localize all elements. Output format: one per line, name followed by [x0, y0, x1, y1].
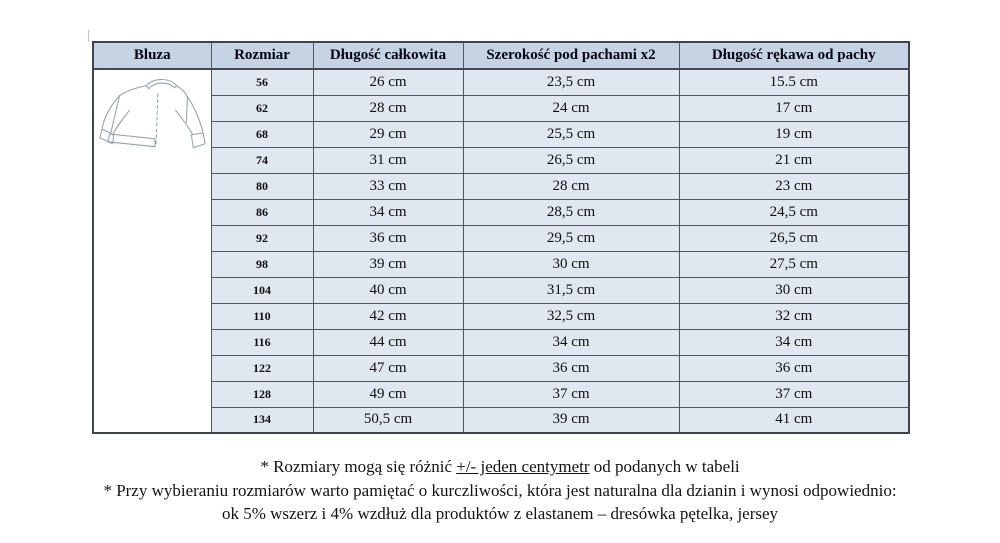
total-length-cell: 29 cm [312, 120, 464, 148]
total-length-cell: 49 cm [312, 380, 464, 408]
table-row: 86 34 cm 28,5 cm 24,5 cm [93, 198, 910, 226]
product-image-cell [92, 68, 212, 434]
footnote-line-1: * Rozmiary mogą się różnić +/- jeden cen… [0, 455, 1000, 479]
size-cell: 122 [210, 354, 314, 382]
size-cell: 104 [210, 276, 314, 304]
underarm-width-cell: 31,5 cm [462, 276, 680, 304]
sleeve-length-cell: 32 cm [678, 302, 910, 330]
total-length-cell: 26 cm [312, 68, 464, 96]
underarm-width-cell: 25,5 cm [462, 120, 680, 148]
underarm-width-cell: 32,5 cm [462, 302, 680, 330]
table-row: 116 44 cm 34 cm 34 cm [93, 328, 910, 356]
header-underarm-width: Szerokość pod pachami x2 [462, 41, 680, 70]
underarm-width-cell: 29,5 cm [462, 224, 680, 252]
table-row: 122 47 cm 36 cm 36 cm [93, 354, 910, 382]
underarm-width-cell: 36 cm [462, 354, 680, 382]
size-cell: 98 [210, 250, 314, 278]
size-cell: 110 [210, 302, 314, 330]
underarm-width-cell: 26,5 cm [462, 146, 680, 174]
footnotes: * Rozmiary mogą się różnić +/- jeden cen… [0, 455, 1000, 526]
size-cell: 86 [210, 198, 314, 226]
sleeve-length-cell: 36 cm [678, 354, 910, 382]
footnote-1-underlined: +/- jeden centymetr [456, 457, 590, 476]
underarm-width-cell: 30 cm [462, 250, 680, 278]
underarm-width-cell: 24 cm [462, 94, 680, 122]
table-row: 62 28 cm 24 cm 17 cm [93, 94, 910, 122]
size-table: Bluza Rozmiar Długość całkowita Szerokoś… [92, 41, 910, 434]
sleeve-length-cell: 17 cm [678, 94, 910, 122]
sleeve-length-cell: 26,5 cm [678, 224, 910, 252]
total-length-cell: 33 cm [312, 172, 464, 200]
total-length-cell: 34 cm [312, 198, 464, 226]
table-row: 98 39 cm 30 cm 27,5 cm [93, 250, 910, 278]
size-cell: 128 [210, 380, 314, 408]
table-row: 80 33 cm 28 cm 23 cm [93, 172, 910, 200]
table-row: 104 40 cm 31,5 cm 30 cm [93, 276, 910, 304]
total-length-cell: 40 cm [312, 276, 464, 304]
underarm-width-cell: 39 cm [462, 406, 680, 434]
sleeve-length-cell: 27,5 cm [678, 250, 910, 278]
total-length-cell: 42 cm [312, 302, 464, 330]
sleeve-length-cell: 30 cm [678, 276, 910, 304]
table-row: 134 50,5 cm 39 cm 41 cm [93, 406, 910, 434]
table-row: 56 26 cm 23,5 cm 15.5 cm [92, 68, 910, 434]
size-cell: 74 [210, 146, 314, 174]
total-length-cell: 47 cm [312, 354, 464, 382]
header-size: Rozmiar [210, 41, 314, 70]
table-row: 110 42 cm 32,5 cm 32 cm [93, 302, 910, 330]
table-row: 92 36 cm 29,5 cm 26,5 cm [93, 224, 910, 252]
size-cell: 56 [210, 68, 314, 96]
total-length-cell: 44 cm [312, 328, 464, 356]
table-row: 128 49 cm 37 cm 37 cm [93, 380, 910, 408]
sleeve-length-cell: 37 cm [678, 380, 910, 408]
footnote-1-prefix: * Rozmiary mogą się różnić [260, 457, 457, 476]
size-cell: 134 [210, 406, 314, 434]
total-length-cell: 39 cm [312, 250, 464, 278]
table-header-row: Bluza Rozmiar Długość całkowita Szerokoś… [92, 41, 910, 70]
size-cell: 92 [210, 224, 314, 252]
header-total-length: Długość całkowita [312, 41, 464, 70]
size-cell: 116 [210, 328, 314, 356]
sleeve-length-cell: 24,5 cm [678, 198, 910, 226]
sleeve-length-cell: 23 cm [678, 172, 910, 200]
total-length-cell: 36 cm [312, 224, 464, 252]
sleeve-length-cell: 15.5 cm [678, 68, 910, 96]
sleeve-length-cell: 19 cm [678, 120, 910, 148]
underarm-width-cell: 23,5 cm [462, 68, 680, 96]
sleeve-length-cell: 21 cm [678, 146, 910, 174]
size-cell: 62 [210, 94, 314, 122]
size-cell: 68 [210, 120, 314, 148]
total-length-cell: 28 cm [312, 94, 464, 122]
underarm-width-cell: 34 cm [462, 328, 680, 356]
sleeve-length-cell: 41 cm [678, 406, 910, 434]
table-row: 74 31 cm 26,5 cm 21 cm [93, 146, 910, 174]
header-product: Bluza [92, 41, 212, 70]
header-sleeve-length: Długość rękawa od pachy [678, 41, 910, 70]
underarm-width-cell: 28 cm [462, 172, 680, 200]
total-length-cell: 50,5 cm [312, 406, 464, 434]
footnote-line-3: ok 5% wszerz i 4% wzdłuż dla produktów z… [221, 504, 779, 523]
underarm-width-cell: 28,5 cm [462, 198, 680, 226]
stray-line-artifact [88, 30, 89, 42]
table-row: 68 29 cm 25,5 cm 19 cm [93, 120, 910, 148]
total-length-cell: 31 cm [312, 146, 464, 174]
sweatshirt-icon [99, 78, 206, 149]
size-cell: 80 [210, 172, 314, 200]
footnote-line-2: * Przy wybieraniu rozmiarów warto pamięt… [103, 480, 897, 500]
sleeve-length-cell: 34 cm [678, 328, 910, 356]
footnote-1-suffix: od podanych w tabeli [589, 457, 740, 476]
underarm-width-cell: 37 cm [462, 380, 680, 408]
